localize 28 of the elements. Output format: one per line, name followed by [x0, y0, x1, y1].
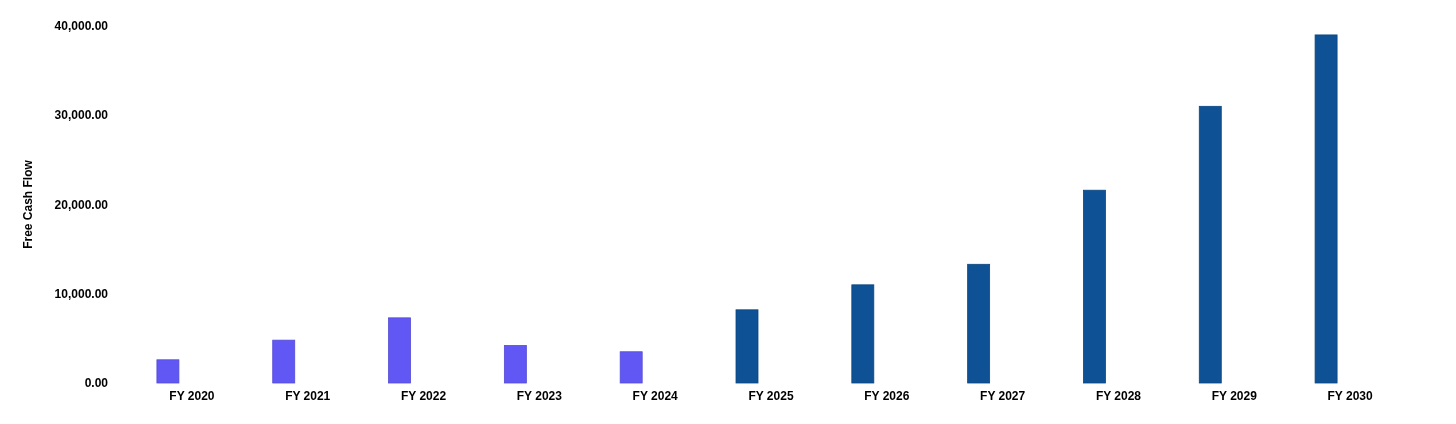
bar	[851, 284, 875, 384]
y-tick-label: 0.00	[84, 376, 109, 391]
bar	[503, 345, 527, 384]
bar	[967, 263, 991, 384]
bar	[735, 309, 759, 384]
x-tick-label: FY 2026	[864, 389, 910, 403]
x-tick-label: FY 2024	[632, 389, 679, 403]
y-axis-title: Free Cash Flow	[21, 159, 35, 249]
x-tick-label: FY 2021	[285, 389, 331, 403]
y-tick-label: 20,000.00	[54, 197, 109, 212]
bar	[1083, 189, 1106, 384]
y-tick-label: 10,000.00	[54, 286, 109, 301]
bar	[1314, 34, 1338, 384]
bar	[388, 317, 411, 384]
x-tick-label: FY 2028	[1095, 389, 1142, 403]
y-tick-label: 40,000.00	[54, 19, 109, 34]
x-tick-label: FY 2029	[1211, 389, 1258, 403]
x-tick-label: FY 2023	[516, 389, 563, 403]
bar	[1198, 105, 1222, 384]
bar	[619, 351, 643, 384]
x-tick-label: FY 2030	[1327, 389, 1373, 403]
y-tick-label: 30,000.00	[54, 108, 109, 123]
x-tick-label: FY 2020	[169, 389, 215, 403]
bar	[272, 339, 296, 384]
x-tick-label: FY 2025	[748, 389, 794, 403]
x-tick-label: FY 2022	[400, 389, 447, 403]
x-tick-label: FY 2027	[980, 389, 1026, 403]
bar	[156, 359, 180, 384]
